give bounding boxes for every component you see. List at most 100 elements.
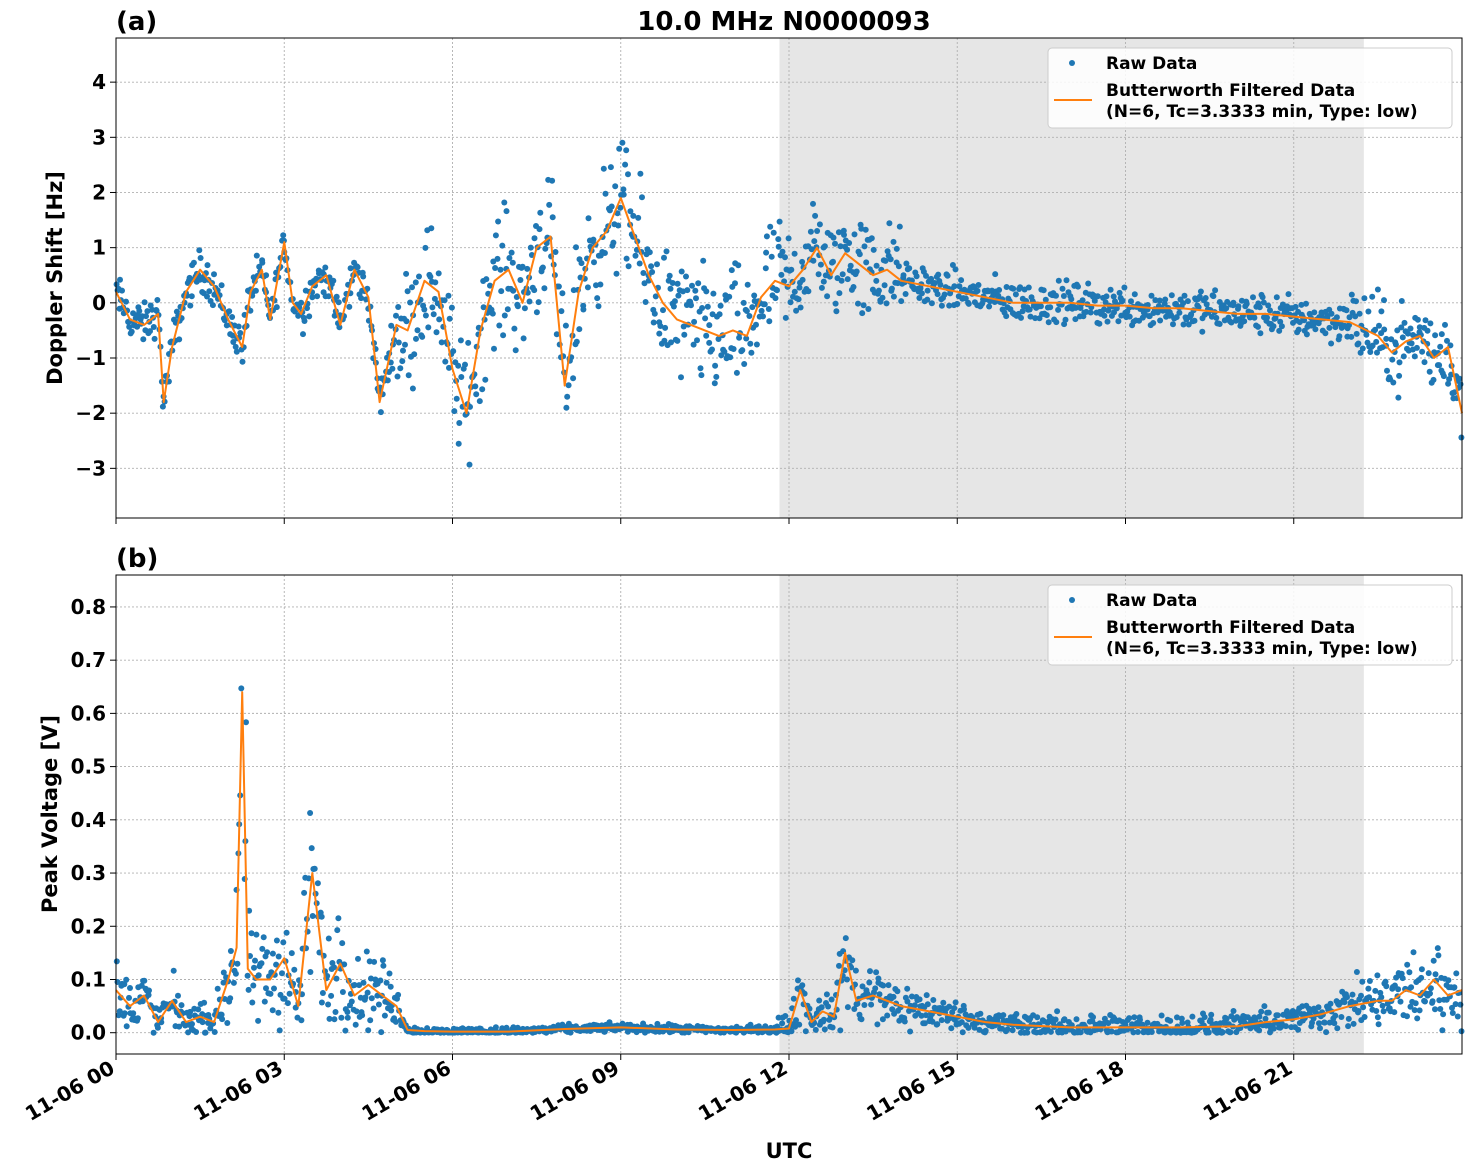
raw-data-point [709,346,715,353]
raw-data-point [703,332,710,339]
raw-data-point [451,408,458,415]
raw-data-point [637,170,644,177]
raw-data-point [359,1012,366,1019]
y-tick-label: −1 [75,346,106,370]
y-tick-label: 0.8 [71,595,106,619]
raw-data-point [421,306,428,313]
raw-data-point [1040,287,1047,294]
raw-data-point [1454,1013,1461,1020]
raw-data-point [526,298,533,305]
raw-data-point [510,287,517,294]
raw-data-point [768,253,775,260]
raw-data-point [692,287,699,294]
raw-data-point [946,302,953,309]
raw-data-point [250,982,257,989]
raw-data-point [1180,321,1187,328]
legend: Raw Data Butterworth Filtered Data(N=6, T… [1047,47,1453,129]
raw-data-point [866,979,873,986]
raw-data-point [269,950,276,957]
raw-data-point [1453,970,1460,977]
raw-data-point [1353,330,1360,337]
raw-data-point [472,383,479,390]
raw-data-point [154,297,161,303]
raw-data-point [767,223,774,230]
raw-data-point [785,235,792,242]
raw-data-point [639,194,645,201]
raw-data-point [1437,343,1444,350]
raw-data-point [1332,1012,1339,1019]
raw-data-point [1260,299,1267,306]
raw-data-point [412,279,419,286]
raw-data-point [1410,949,1417,956]
raw-data-point [1361,295,1368,302]
raw-data-point [830,258,836,265]
x-tick-label: 11-06 00 [21,1056,119,1126]
raw-data-point [617,204,624,211]
raw-data-point [178,1002,185,1009]
raw-data-point [1034,1014,1041,1021]
raw-data-point [924,1001,931,1008]
raw-data-point [501,312,508,319]
raw-data-point [195,1006,202,1013]
raw-data-point [1336,333,1343,340]
raw-data-point [204,293,210,300]
raw-data-point [1425,970,1432,977]
raw-data-point [1396,372,1403,379]
raw-data-point [1131,291,1138,298]
raw-data-point [908,993,915,1000]
raw-data-point [1315,1004,1322,1011]
raw-data-point [600,165,607,172]
raw-data-point [1026,306,1033,313]
raw-data-point [524,265,531,272]
raw-data-point [273,961,280,968]
raw-data-point [597,281,604,288]
raw-data-point [1255,323,1261,330]
raw-data-point [364,989,371,996]
raw-data-point [253,931,260,938]
raw-data-point [670,303,677,310]
raw-data-point [387,983,394,990]
raw-data-point [1196,293,1203,300]
raw-data-point [356,982,363,989]
raw-data-point [765,306,772,312]
raw-data-point [627,208,634,215]
raw-data-point [790,995,797,1002]
raw-data-point [996,287,1003,293]
raw-data-point [455,362,462,369]
legend: Raw Data Butterworth Filtered Data(N=6, T… [1047,584,1453,666]
raw-data-point [1373,338,1380,345]
raw-data-point [1227,1029,1234,1036]
raw-data-point [860,302,867,309]
raw-data-point [1310,1015,1317,1022]
raw-data-point [1216,321,1223,327]
raw-data-point [698,372,705,379]
raw-data-point [237,330,244,336]
raw-data-point [821,1026,828,1033]
raw-data-point [613,270,620,277]
raw-data-point [399,358,406,365]
raw-data-point [187,1008,194,1015]
raw-data-point [301,889,308,896]
raw-data-point [1321,1019,1328,1026]
raw-data-point [882,257,889,264]
raw-data-point [333,975,340,982]
raw-data-point [308,845,315,852]
raw-data-point [348,998,355,1005]
raw-data-point [1110,293,1117,300]
raw-data-point [1355,340,1362,347]
raw-data-point [1449,1004,1455,1011]
raw-data-point [903,260,910,267]
raw-data-point [837,1027,844,1034]
raw-data-point [956,283,963,290]
figure-title: 10.0 MHz N0000093 [637,7,930,37]
raw-data-point [608,203,615,210]
raw-data-point [275,1009,282,1016]
raw-data-point [1119,297,1126,304]
raw-data-point [1000,1012,1007,1019]
raw-data-point [1144,1019,1151,1026]
raw-data-point [1213,314,1220,321]
raw-data-point [661,254,667,261]
raw-data-point [1359,345,1366,352]
raw-data-point [1424,327,1431,334]
raw-data-point [567,1029,574,1036]
